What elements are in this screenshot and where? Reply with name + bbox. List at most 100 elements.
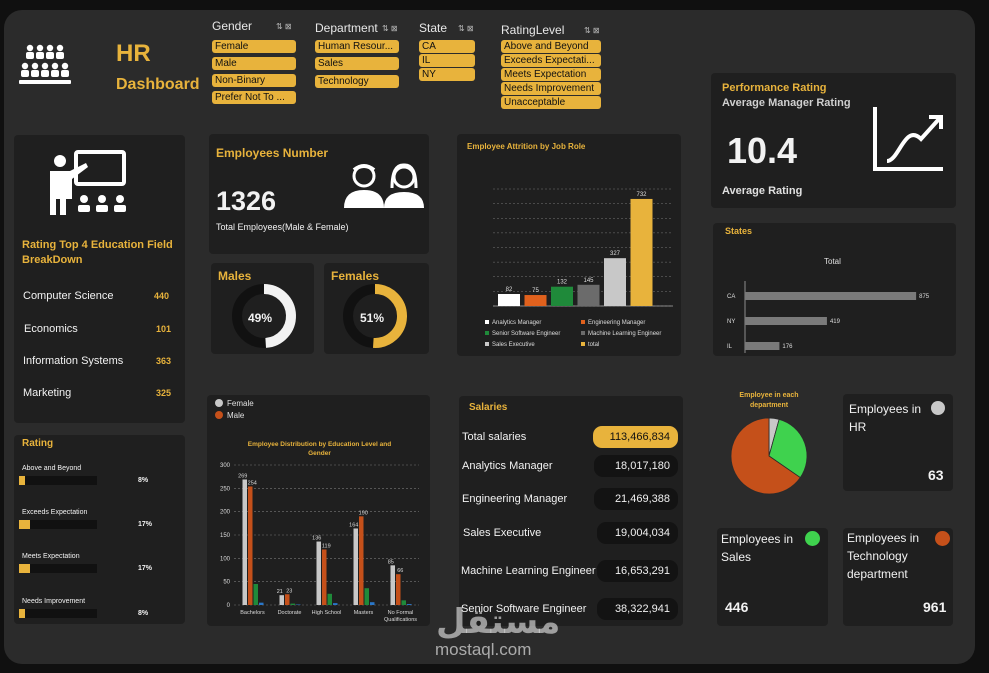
- slicer-title: Department: [315, 21, 378, 35]
- education-field-value: 101: [156, 324, 172, 334]
- rating-card: Rating Above and Beyond 8% Exceeds Expecta…: [14, 435, 185, 624]
- employees-hr-value: 63: [928, 467, 944, 483]
- slicer-item[interactable]: Non-Binary: [212, 74, 296, 87]
- data-label: 875: [919, 294, 930, 300]
- performance-rating-card: Performance Rating Average Manager Ratin…: [711, 73, 956, 208]
- rating-percent: 8%: [138, 477, 149, 484]
- y-tick-label: 250: [220, 486, 231, 492]
- bar: [630, 198, 653, 306]
- y-tick-label: 150: [220, 533, 231, 539]
- y-tick-label: 200: [220, 510, 231, 516]
- bar: [359, 516, 364, 605]
- slicer-item[interactable]: Prefer Not To ...: [212, 91, 296, 104]
- salary-total-value: 113,466,834: [593, 426, 678, 448]
- slicer-item[interactable]: Human Resour...: [315, 40, 399, 53]
- legend-swatch: [485, 320, 489, 324]
- bar: [524, 295, 547, 306]
- hr-color-dot: [931, 401, 945, 415]
- filter-icons[interactable]: ⇅ ⊠: [458, 24, 474, 33]
- employees-hr-label: Employees in HR: [849, 402, 922, 434]
- rating-label: Exceeds Expectation: [22, 509, 88, 516]
- salary-value: 38,322,941: [597, 598, 678, 620]
- bar: [551, 286, 573, 306]
- category-label: CA: [727, 294, 735, 300]
- data-label: 66: [397, 568, 403, 574]
- slicer-title: Gender: [212, 19, 253, 33]
- employees-hr-card: Employees in HR 63: [843, 394, 953, 491]
- salary-value: 18,017,180: [594, 455, 678, 477]
- salary-label: Sales Executive: [463, 527, 542, 539]
- filter-icons[interactable]: ⇅ ⊠: [382, 24, 398, 33]
- bar: [248, 486, 253, 605]
- teacher-board-icon: [50, 150, 126, 215]
- slicer-item[interactable]: Male: [212, 57, 296, 70]
- bar: [279, 595, 284, 605]
- education-field-value: 363: [156, 356, 172, 366]
- employees-number-caption: Total Employees(Male & Female): [216, 222, 349, 232]
- rating-bar-fill: [19, 564, 30, 573]
- bar: [370, 602, 375, 605]
- bar: [333, 603, 338, 605]
- data-label: 82: [506, 287, 513, 293]
- rating-bar-fill: [19, 476, 25, 485]
- bar: [745, 342, 780, 350]
- category-label: IL: [727, 344, 733, 350]
- data-label: 164: [349, 522, 358, 528]
- education-distribution-card: Female Male 0 50 100 150 200 250 300 269 254 Bachel…: [207, 395, 430, 626]
- slicer-item[interactable]: IL: [419, 54, 475, 67]
- salary-label: Analytics Manager: [462, 460, 553, 472]
- legend-swatch: [485, 342, 489, 346]
- bar: [327, 593, 332, 605]
- states-card: States Total CA 875 NY 419 IL 176: [713, 223, 956, 356]
- bar: [242, 479, 247, 605]
- filter-icons[interactable]: ⇅ ⊠: [584, 26, 600, 35]
- slicer-item[interactable]: Sales: [315, 57, 399, 70]
- rating-bar-track: [19, 476, 97, 485]
- education-field-label: Marketing: [23, 387, 72, 399]
- page-title: HR: [116, 40, 151, 67]
- slicer-item[interactable]: Unacceptable: [501, 96, 601, 109]
- rating-bar-track: [19, 564, 97, 573]
- salary-label: Senior Software Engineer: [461, 603, 587, 615]
- performance-title: Performance Rating: [722, 82, 827, 94]
- employees-number-title: Employees Number: [216, 146, 329, 160]
- states-title: States: [725, 226, 753, 236]
- slicer-item[interactable]: Technology: [315, 75, 399, 88]
- salary-value: 16,653,291: [597, 560, 678, 582]
- males-donut: [232, 284, 296, 348]
- slicer-item[interactable]: CA: [419, 40, 475, 53]
- rating-percent: 8%: [138, 610, 149, 617]
- rating-bar-track: [19, 520, 97, 529]
- education-field-value: 325: [156, 388, 172, 398]
- pie-slice: [730, 417, 801, 495]
- legend-marker: [215, 411, 223, 419]
- education-field-value: 440: [154, 291, 170, 301]
- donut-arc: [263, 284, 296, 348]
- data-label: 145: [583, 278, 594, 284]
- data-label: 119: [322, 543, 331, 549]
- bar: [285, 594, 290, 605]
- filter-icons[interactable]: ⇅ ⊠: [276, 22, 292, 31]
- slicer-item[interactable]: NY: [419, 68, 475, 81]
- x-tick-label: Bachelors: [240, 610, 265, 616]
- pie-slice: [768, 418, 808, 479]
- slicer-item[interactable]: Meets Expectation: [501, 68, 601, 81]
- legend-label: Sales Executive: [492, 342, 535, 348]
- slicer-item[interactable]: Female: [212, 40, 296, 53]
- average-rating-value: 10.4: [727, 130, 798, 171]
- data-label: 254: [248, 480, 257, 486]
- average-rating-caption: Average Rating: [722, 185, 803, 197]
- attrition-chart: 82 75 132 145 327 732 Analytics Manager Enginee…: [485, 188, 673, 348]
- bar: [364, 588, 369, 605]
- legend-swatch: [581, 331, 585, 335]
- rating-percent: 17%: [138, 521, 153, 528]
- page-subtitle: Dashboard: [116, 76, 200, 93]
- slicer-title: State: [419, 21, 448, 35]
- salary-value: 19,004,034: [597, 522, 678, 544]
- salary-label: Total salaries: [462, 431, 527, 443]
- slicer-item[interactable]: Above and Beyond: [501, 40, 601, 53]
- slicer-item[interactable]: Exceeds Expectati...: [501, 54, 601, 67]
- bar: [353, 528, 358, 605]
- slicer-item[interactable]: Needs Improvement: [501, 82, 601, 95]
